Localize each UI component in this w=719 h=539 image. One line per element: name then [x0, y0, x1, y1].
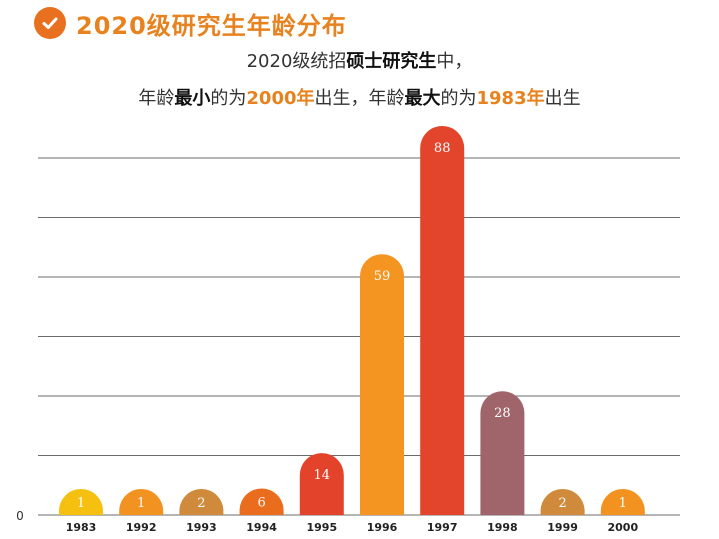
- subtitle-bold: 最大: [404, 88, 441, 109]
- subtitle-bold: 最小: [174, 88, 211, 109]
- bar: [360, 254, 404, 515]
- bar-value-label: 14: [314, 468, 331, 483]
- bar: [119, 489, 164, 515]
- x-tick-label: 1994: [246, 521, 277, 534]
- x-tick-label: 2000: [607, 521, 638, 534]
- subtitle-text: 的为: [440, 88, 477, 109]
- chart-title: 2020级研究生年龄分布: [76, 11, 347, 40]
- bar-value-label: 88: [434, 141, 451, 156]
- x-tick-label: 1983: [66, 521, 97, 534]
- bar: [600, 489, 645, 515]
- subtitle-highlight: 1983年: [476, 88, 545, 109]
- check-circle-icon: [34, 7, 66, 39]
- bar: [299, 453, 344, 515]
- bar: [179, 489, 224, 515]
- bar-value-label: 2: [558, 496, 566, 511]
- bar-value-label: 1: [137, 496, 145, 511]
- y-tick-label: 0: [16, 509, 24, 523]
- bar-value-label: 59: [374, 269, 391, 284]
- subtitle-text: 2020级统招: [246, 51, 347, 72]
- subtitle-highlight: 2000年: [246, 88, 315, 109]
- x-tick-label: 1995: [306, 521, 337, 534]
- bar-value-label: 1: [619, 496, 627, 511]
- x-tick-label: 1998: [487, 521, 518, 534]
- x-tick-label: 1997: [427, 521, 458, 534]
- chart-header: 2020级研究生年龄分布: [34, 6, 347, 40]
- x-tick-label: 1992: [126, 521, 157, 534]
- bar-value-label: 2: [197, 496, 205, 511]
- subtitle-text: 年龄: [138, 88, 175, 109]
- bar-value-label: 6: [257, 495, 265, 510]
- subtitle-line-2: 年龄最小的为2000年出生，年龄最大的为1983年出生: [0, 84, 719, 110]
- bar: [239, 488, 284, 515]
- subtitle-text: 的为: [210, 88, 247, 109]
- x-tick-label: 1996: [367, 521, 398, 534]
- bar: [480, 391, 525, 515]
- bar: [59, 489, 103, 515]
- x-tick-label: 1999: [547, 521, 578, 534]
- subtitle-bold: 硕士研究生: [346, 51, 437, 72]
- bar-value-label: 28: [494, 406, 511, 421]
- bar: [540, 489, 585, 515]
- subtitle-text: 出生: [544, 88, 581, 109]
- subtitle-text: 中，: [436, 51, 473, 72]
- bar-value-label: 1: [77, 496, 85, 511]
- bar: [420, 126, 465, 516]
- subtitle-line-1: 2020级统招硕士研究生中，: [0, 47, 719, 73]
- subtitle-text: 出生，年龄: [314, 88, 405, 109]
- x-tick-label: 1993: [186, 521, 217, 534]
